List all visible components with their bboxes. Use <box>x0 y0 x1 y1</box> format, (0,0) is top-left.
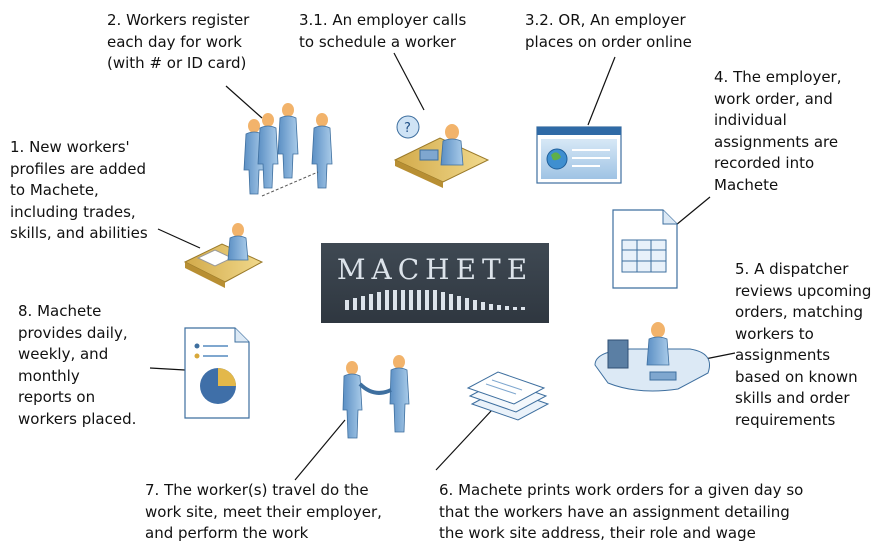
web-order-icon <box>536 126 622 184</box>
step-6-label: 6. Machete prints work orders for a give… <box>439 481 804 542</box>
svg-text:?: ? <box>404 121 411 136</box>
step-5-label: 5. A dispatcher reviews upcoming orders,… <box>735 260 872 429</box>
connector-step1 <box>157 228 201 249</box>
step-4-label: 4. The employer, work order, and individ… <box>714 68 842 194</box>
connector-step32 <box>587 56 616 126</box>
report-document-icon <box>184 327 250 419</box>
logo-barcode <box>345 290 525 310</box>
printed-orders-icon <box>466 371 550 421</box>
logo-text: MACHETE <box>336 253 534 286</box>
spreadsheet-document-icon <box>612 209 678 289</box>
machete-logo: MACHETE <box>321 243 549 323</box>
step-8-label: 8. Machete provides daily, weekly, and m… <box>18 302 137 428</box>
connector-step31 <box>393 52 425 111</box>
connector-step2 <box>225 85 263 119</box>
handshake-icon <box>342 355 410 439</box>
step-3-2-label: 3.2. OR, An employer places on order onl… <box>525 11 692 51</box>
step-1-label: 1. New workers' profiles are added to Ma… <box>10 138 148 242</box>
connector-step4 <box>675 196 711 226</box>
worker-group-icon <box>243 103 333 197</box>
connector-step6 <box>435 409 493 471</box>
connector-step8 <box>149 367 186 371</box>
step-3-1-label: 3.1. An employer calls to schedule a wor… <box>299 11 467 51</box>
desk-worker-icon <box>183 223 264 288</box>
phone-employer-icon: ? <box>393 115 490 188</box>
dispatcher-desk-icon <box>594 322 710 392</box>
connector-step7 <box>294 419 346 481</box>
step-7-label: 7. The worker(s) travel do the work site… <box>145 481 382 542</box>
step-2-label: 2. Workers register each day for work (w… <box>107 11 250 72</box>
